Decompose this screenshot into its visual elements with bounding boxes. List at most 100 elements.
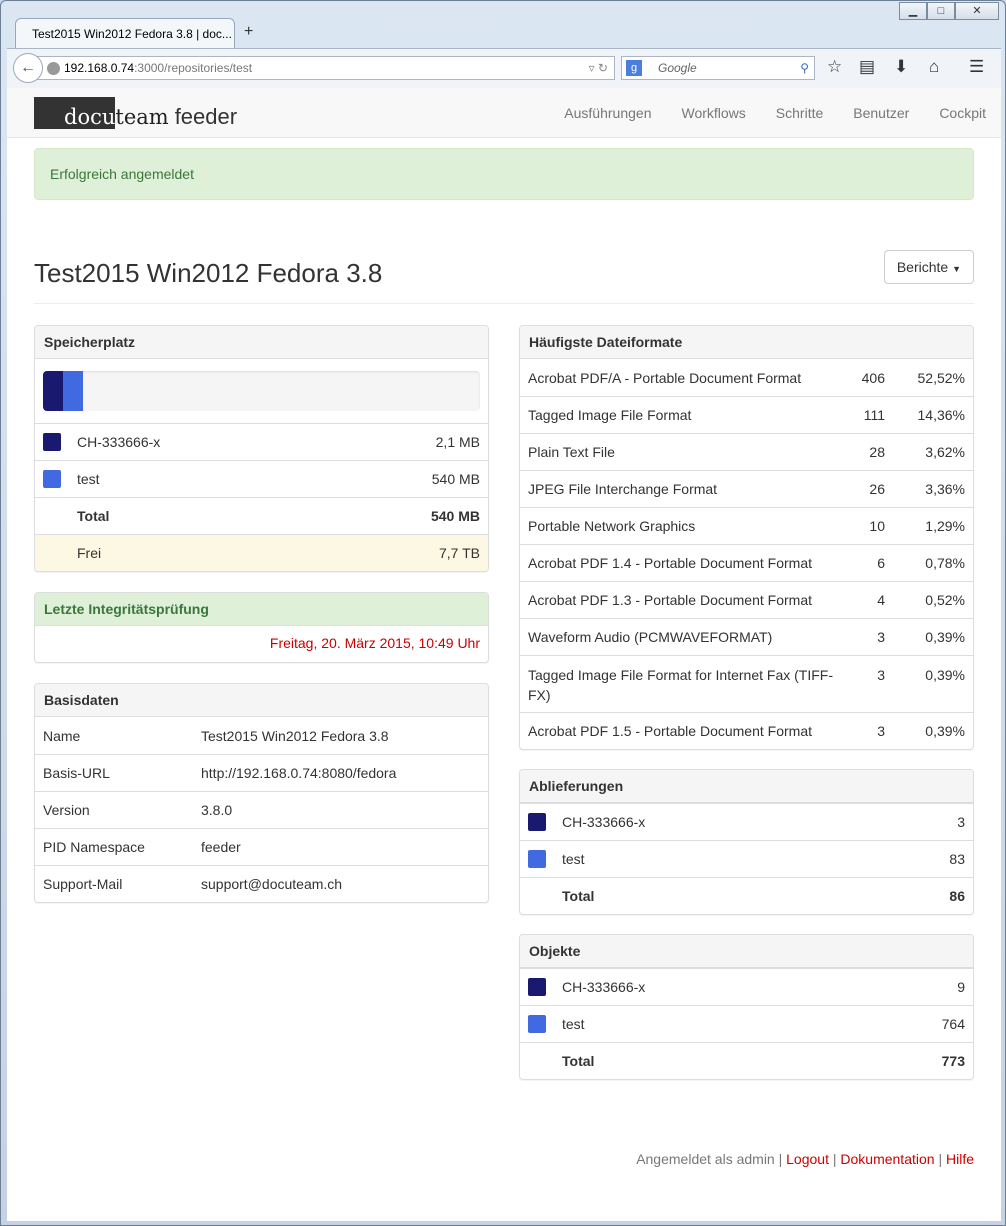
field-value: support@docuteam.ch (201, 876, 343, 892)
browser-toolbar: 192.168.0.74:3000/repositories/test ▿ ↻ ←… (7, 48, 1001, 88)
format-count: 26 (869, 481, 885, 497)
format-count: 3 (877, 667, 885, 683)
search-input[interactable]: g Google ⚲ (621, 56, 815, 80)
list-item: test 540 MB (35, 460, 488, 497)
color-swatch (43, 433, 61, 451)
logo[interactable]: docu team feeder (34, 97, 237, 129)
nav-benutzer[interactable]: Benutzer (853, 105, 910, 121)
item-name: CH-333666-x (77, 434, 161, 450)
bookmarks-list-icon[interactable]: ▤ (859, 57, 876, 76)
item-name: CH-333666-x (562, 979, 646, 995)
list-item: CH-333666-x 3 (520, 803, 973, 840)
format-name: Tagged Image File Format (528, 407, 692, 423)
reports-dropdown-button[interactable]: Berichte ▼ (883, 250, 974, 284)
panel-heading: Letzte Integritätsprüfung (35, 593, 488, 626)
nav-ausfuehrungen[interactable]: Ausführungen (564, 105, 652, 121)
format-percent: 0,39% (925, 629, 965, 645)
format-name: Tagged Image File Format for Internet Fa… (528, 667, 833, 703)
docs-link[interactable]: Dokumentation (840, 1151, 935, 1167)
navbar: docu team feeder Ausführungen Workflows Sc… (7, 88, 1001, 138)
table-row: Basis-URL http://192.168.0.74:8080/fedora (35, 754, 488, 791)
format-percent: 1,29% (925, 518, 965, 534)
logged-in-text: Angemeldet als admin (636, 1151, 775, 1167)
format-count: 3 (877, 629, 885, 645)
item-name: test (562, 1016, 585, 1032)
format-count: 28 (869, 444, 885, 460)
format-percent: 0,39% (925, 723, 965, 739)
total-row: Total 773 (520, 1042, 973, 1079)
format-count: 6 (877, 555, 885, 571)
panel-heading: Speicherplatz (35, 326, 488, 359)
formats-panel: Häufigste Dateiformate Acrobat PDF/A - P… (519, 325, 974, 750)
table-row: Tagged Image File Format for Internet Fa… (520, 655, 973, 712)
reload-icon[interactable]: ▿ ↻ (588, 61, 608, 75)
color-swatch (43, 470, 61, 488)
success-alert: Erfolgreich angemeldet (34, 148, 974, 200)
home-icon[interactable]: ⌂ (929, 57, 940, 76)
list-item: test 764 (520, 1005, 973, 1042)
table-row: Acrobat PDF 1.5 - Portable Document Form… (520, 712, 973, 749)
item-value: 540 MB (431, 471, 480, 487)
total-value: 540 MB (430, 508, 480, 524)
new-tab-button[interactable]: + (244, 23, 254, 40)
table-row: Version 3.8.0 (35, 791, 488, 828)
table-row: Acrobat PDF 1.4 - Portable Document Form… (520, 544, 973, 581)
table-row: PID Namespace feeder (35, 828, 488, 865)
deliveries-panel: Ablieferungen CH-333666-x 3 test 83 Total 8… (519, 769, 974, 915)
browser-tab[interactable]: Test2015 Win2012 Fedora 3.8 | doc... (15, 18, 235, 48)
free-label: Frei (77, 545, 102, 561)
format-percent: 3,62% (925, 444, 965, 460)
format-name: Waveform Audio (PCMWAVEFORMAT) (528, 629, 773, 645)
format-name: Acrobat PDF 1.5 - Portable Document Form… (528, 723, 812, 739)
panel-heading: Basisdaten (35, 684, 488, 717)
item-name: test (77, 471, 100, 487)
list-item: CH-333666-x 9 (520, 968, 973, 1005)
field-label: Name (43, 727, 81, 744)
table-row: JPEG File Interchange Format 26 3,36% (520, 470, 973, 507)
total-value: 86 (949, 888, 965, 904)
maximize-button[interactable]: □ (927, 2, 955, 20)
address-bar[interactable]: 192.168.0.74:3000/repositories/test ▿ ↻ (37, 56, 615, 80)
bar-segment-test (63, 371, 84, 411)
bookmark-star-icon[interactable]: ☆ (827, 57, 843, 76)
table-row: Tagged Image File Format 111 14,36% (520, 396, 973, 433)
field-value: http://192.168.0.74:8080/fedora (201, 765, 397, 781)
search-icon[interactable]: ⚲ (800, 61, 809, 75)
format-count: 4 (877, 592, 885, 608)
item-value: 3 (957, 814, 965, 830)
menu-icon[interactable]: ☰ (969, 57, 985, 76)
table-row: Portable Network Graphics 10 1,29% (520, 507, 973, 544)
format-name: Plain Text File (528, 444, 615, 460)
minimize-button[interactable]: ▁ (899, 2, 927, 20)
caret-down-icon: ▼ (952, 264, 961, 274)
format-count: 10 (869, 518, 885, 534)
download-icon[interactable]: ⬇ (894, 57, 909, 76)
nav-schritte[interactable]: Schritte (775, 105, 824, 121)
color-swatch (528, 1015, 546, 1033)
nav-workflows[interactable]: Workflows (681, 105, 746, 121)
item-value: 83 (949, 851, 965, 867)
url-path: :3000/repositories/test (134, 61, 253, 75)
storage-progress-bar (43, 371, 480, 411)
item-name: test (562, 851, 585, 867)
format-count: 3 (877, 723, 885, 739)
panel-heading: Häufigste Dateiformate (520, 326, 973, 359)
logout-link[interactable]: Logout (786, 1151, 829, 1167)
help-link[interactable]: Hilfe (945, 1151, 974, 1167)
close-button[interactable]: ✕ (955, 2, 999, 20)
back-button[interactable]: ← (13, 53, 43, 83)
page: docu team feeder Ausführungen Workflows Sc… (7, 88, 1001, 1221)
format-name: Portable Network Graphics (528, 518, 696, 534)
nav-cockpit[interactable]: Cockpit (939, 105, 986, 121)
field-label: PID Namespace (43, 839, 145, 855)
table-row: Waveform Audio (PCMWAVEFORMAT) 3 0,39% (520, 618, 973, 655)
field-label: Support-Mail (43, 876, 123, 892)
total-value: 773 (941, 1053, 965, 1069)
logo-feeder: feeder (174, 104, 238, 129)
total-label: Total (562, 1053, 595, 1069)
basis-panel: Basisdaten Name Test2015 Win2012 Fedora 3… (34, 683, 489, 903)
color-swatch (528, 850, 546, 868)
logo-docu: docu (34, 97, 116, 129)
tab-title: Test2015 Win2012 Fedora 3.8 | doc... (32, 27, 232, 41)
